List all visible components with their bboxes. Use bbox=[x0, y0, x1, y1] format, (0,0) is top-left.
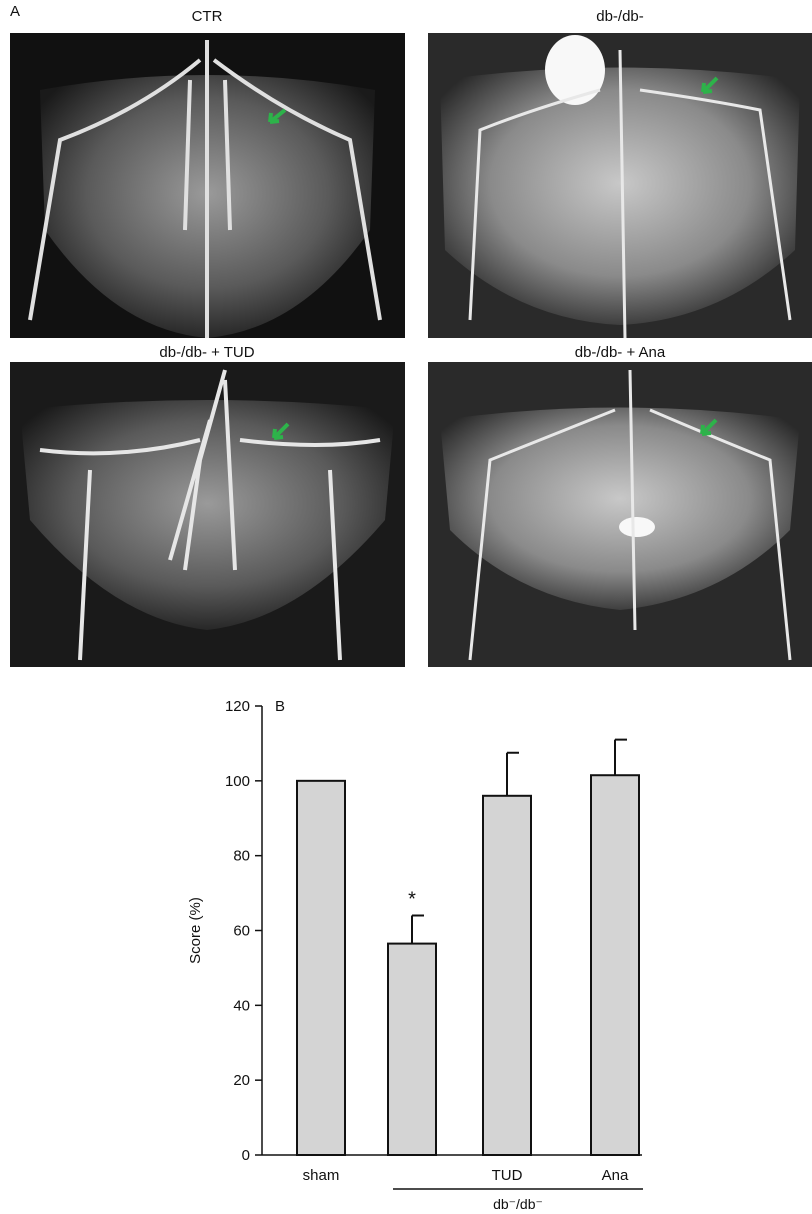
group-label: db⁻/db⁻ bbox=[493, 1196, 543, 1212]
significance-mark: * bbox=[408, 889, 416, 911]
angiogram-tud bbox=[10, 362, 405, 667]
y-tick-label: 40 bbox=[233, 997, 250, 1014]
x-tick-label: sham bbox=[303, 1167, 340, 1184]
y-tick-label: 20 bbox=[233, 1072, 250, 1089]
panel-title: db-/db- bbox=[596, 8, 644, 25]
y-axis-label: Score (%) bbox=[187, 897, 204, 964]
bar bbox=[483, 796, 531, 1155]
figure: A CTR db-/db-db-/db- + TUD db-/db- + Ana B S… bbox=[0, 0, 812, 1214]
angiogram-db bbox=[428, 33, 812, 338]
angiogram-ctr bbox=[10, 33, 405, 338]
error-bar bbox=[507, 753, 519, 796]
panel-title: db-/db- + TUD bbox=[159, 344, 254, 361]
panel-letter: B bbox=[275, 698, 285, 715]
error-bar bbox=[615, 740, 627, 776]
y-tick-label: 120 bbox=[225, 698, 250, 715]
x-tick-label: TUD bbox=[492, 1167, 523, 1184]
y-tick-label: 0 bbox=[242, 1147, 250, 1164]
angiogram-ana bbox=[428, 362, 812, 667]
bar bbox=[388, 944, 436, 1155]
x-tick-label: Ana bbox=[602, 1167, 629, 1184]
y-tick-label: 60 bbox=[233, 923, 250, 940]
panel-title: db-/db- + Ana bbox=[575, 344, 666, 361]
bar bbox=[297, 781, 345, 1155]
panel-title: CTR bbox=[192, 8, 223, 25]
bar bbox=[591, 775, 639, 1155]
y-tick-label: 80 bbox=[233, 848, 250, 865]
y-tick-label: 100 bbox=[225, 773, 250, 790]
error-bar bbox=[412, 916, 424, 944]
panel-letter: A bbox=[10, 3, 20, 20]
